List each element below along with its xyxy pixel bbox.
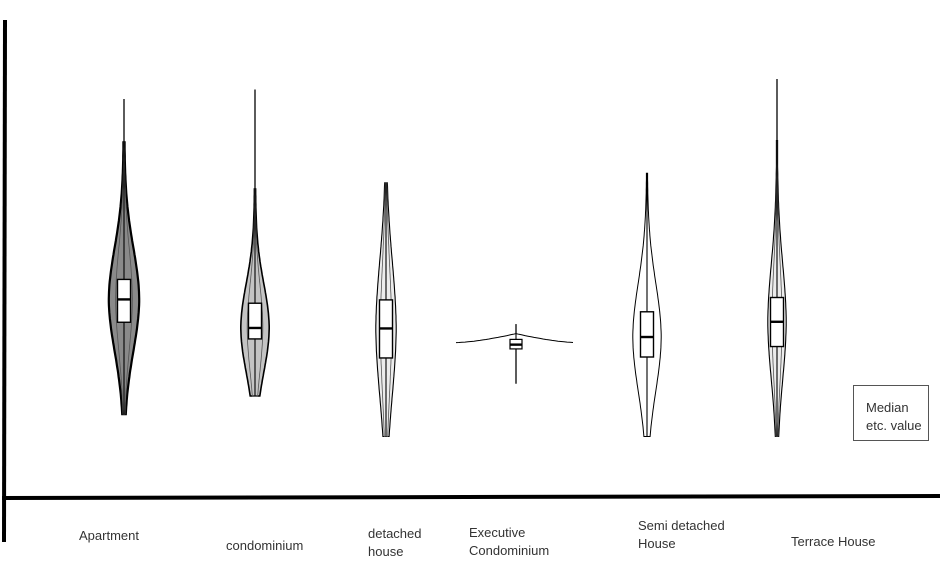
- iqr-box: [116, 278, 132, 323]
- x-tick-label: Executive Condominium: [469, 525, 550, 558]
- legend-text: Median etc. value: [866, 400, 922, 433]
- violin-1: [107, 99, 141, 416]
- x-tick-label: Semi detached House: [638, 518, 725, 551]
- y-axis-line: [2, 19, 7, 543]
- violin-4: [455, 324, 574, 384]
- iqr-box: [639, 311, 655, 358]
- legend-box: Median etc. value: [853, 385, 929, 441]
- violin-shading: [380, 182, 392, 437]
- iqr-box: [247, 302, 263, 340]
- violin-shading: [115, 141, 133, 415]
- x-tick-label: detached house: [368, 526, 422, 559]
- violin-2: [240, 89, 270, 397]
- violin-group: [107, 79, 787, 438]
- violin-body: [455, 333, 574, 344]
- violin-3: [375, 182, 397, 438]
- x-axis-line: [1, 494, 940, 500]
- x-tick-label: condominium: [226, 538, 304, 553]
- x-tick-label: Terrace House: [791, 534, 876, 549]
- violin-5: [632, 172, 662, 437]
- violin-shading: [771, 140, 783, 437]
- x-tick-label: Apartment: [79, 528, 139, 543]
- violin-shading: [246, 188, 264, 397]
- violin-6: [767, 79, 787, 438]
